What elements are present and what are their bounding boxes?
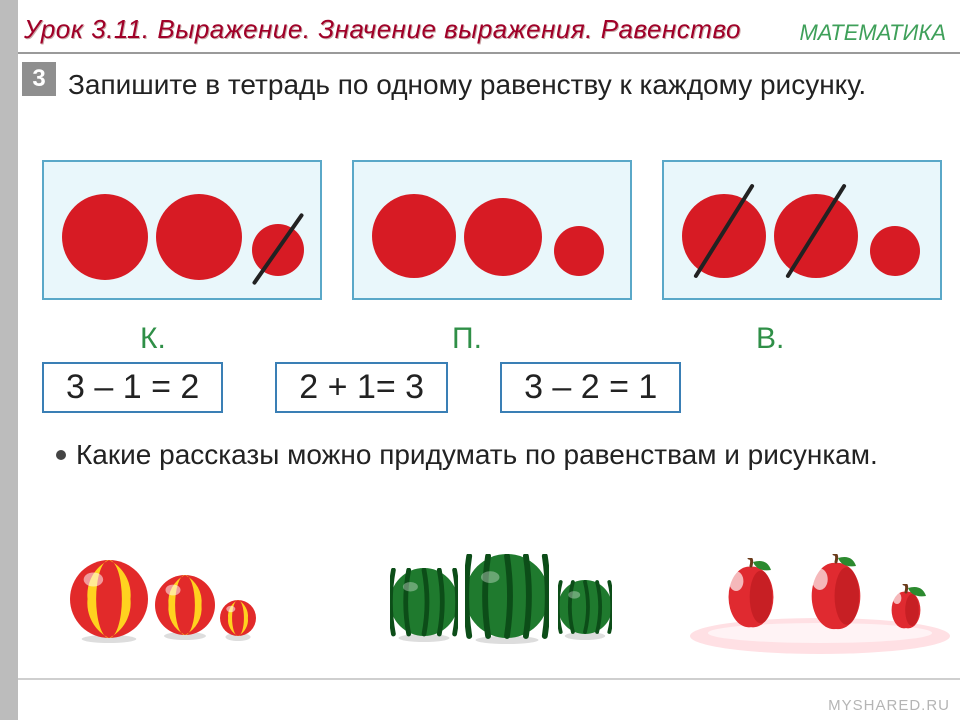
task-instruction: Запишите в тетрадь по одному равенству к… [32,66,932,104]
apple-icon [714,558,788,638]
bullet-icon [56,450,66,460]
equation-box-2: 2 + 1= 3 [275,362,448,413]
apple-icon [796,554,876,640]
watermelon-icon [558,580,612,642]
circle-box-1 [42,160,322,300]
red-circle [682,194,766,278]
red-circle [156,194,242,280]
equations-row: 3 – 1 = 2 2 + 1= 3 3 – 2 = 1 [42,362,681,413]
circle-boxes-row [42,160,942,300]
column-label-1: К. [140,322,166,356]
beach-ball-icon [70,560,148,644]
equation-box-3: 3 – 2 = 1 [500,362,681,413]
red-circle [464,198,542,276]
apple-icon [882,584,930,638]
red-circle [62,194,148,280]
red-circle [554,226,604,276]
watermark: MYSHARED.RU [828,697,950,714]
follow-up-question: Какие рассказы можно придумать по равенс… [32,436,932,474]
beach-ball-icon [155,575,215,641]
lesson-title: Урок 3.11. Выражение. Значение выражения… [24,14,741,45]
circle-box-2 [352,160,632,300]
footer-divider [18,678,960,680]
column-label-3: В. [756,322,784,356]
red-circle [372,194,456,278]
red-circle [870,226,920,276]
watermelon-icon [390,568,458,644]
equation-box-1: 3 – 1 = 2 [42,362,223,413]
question-text-span: Какие рассказы можно придумать по равенс… [76,439,878,470]
subject-label: МАТЕМАТИКА [799,20,946,46]
circle-box-3 [662,160,942,300]
beach-ball-icon [220,600,256,642]
left-strip [0,0,18,720]
red-circle [774,194,858,278]
fruits-illustration-row [40,540,940,670]
watermelon-icon [465,554,549,646]
column-label-2: П. [452,322,482,356]
header-divider [18,52,960,54]
column-labels-row: К. П. В. [42,322,942,358]
